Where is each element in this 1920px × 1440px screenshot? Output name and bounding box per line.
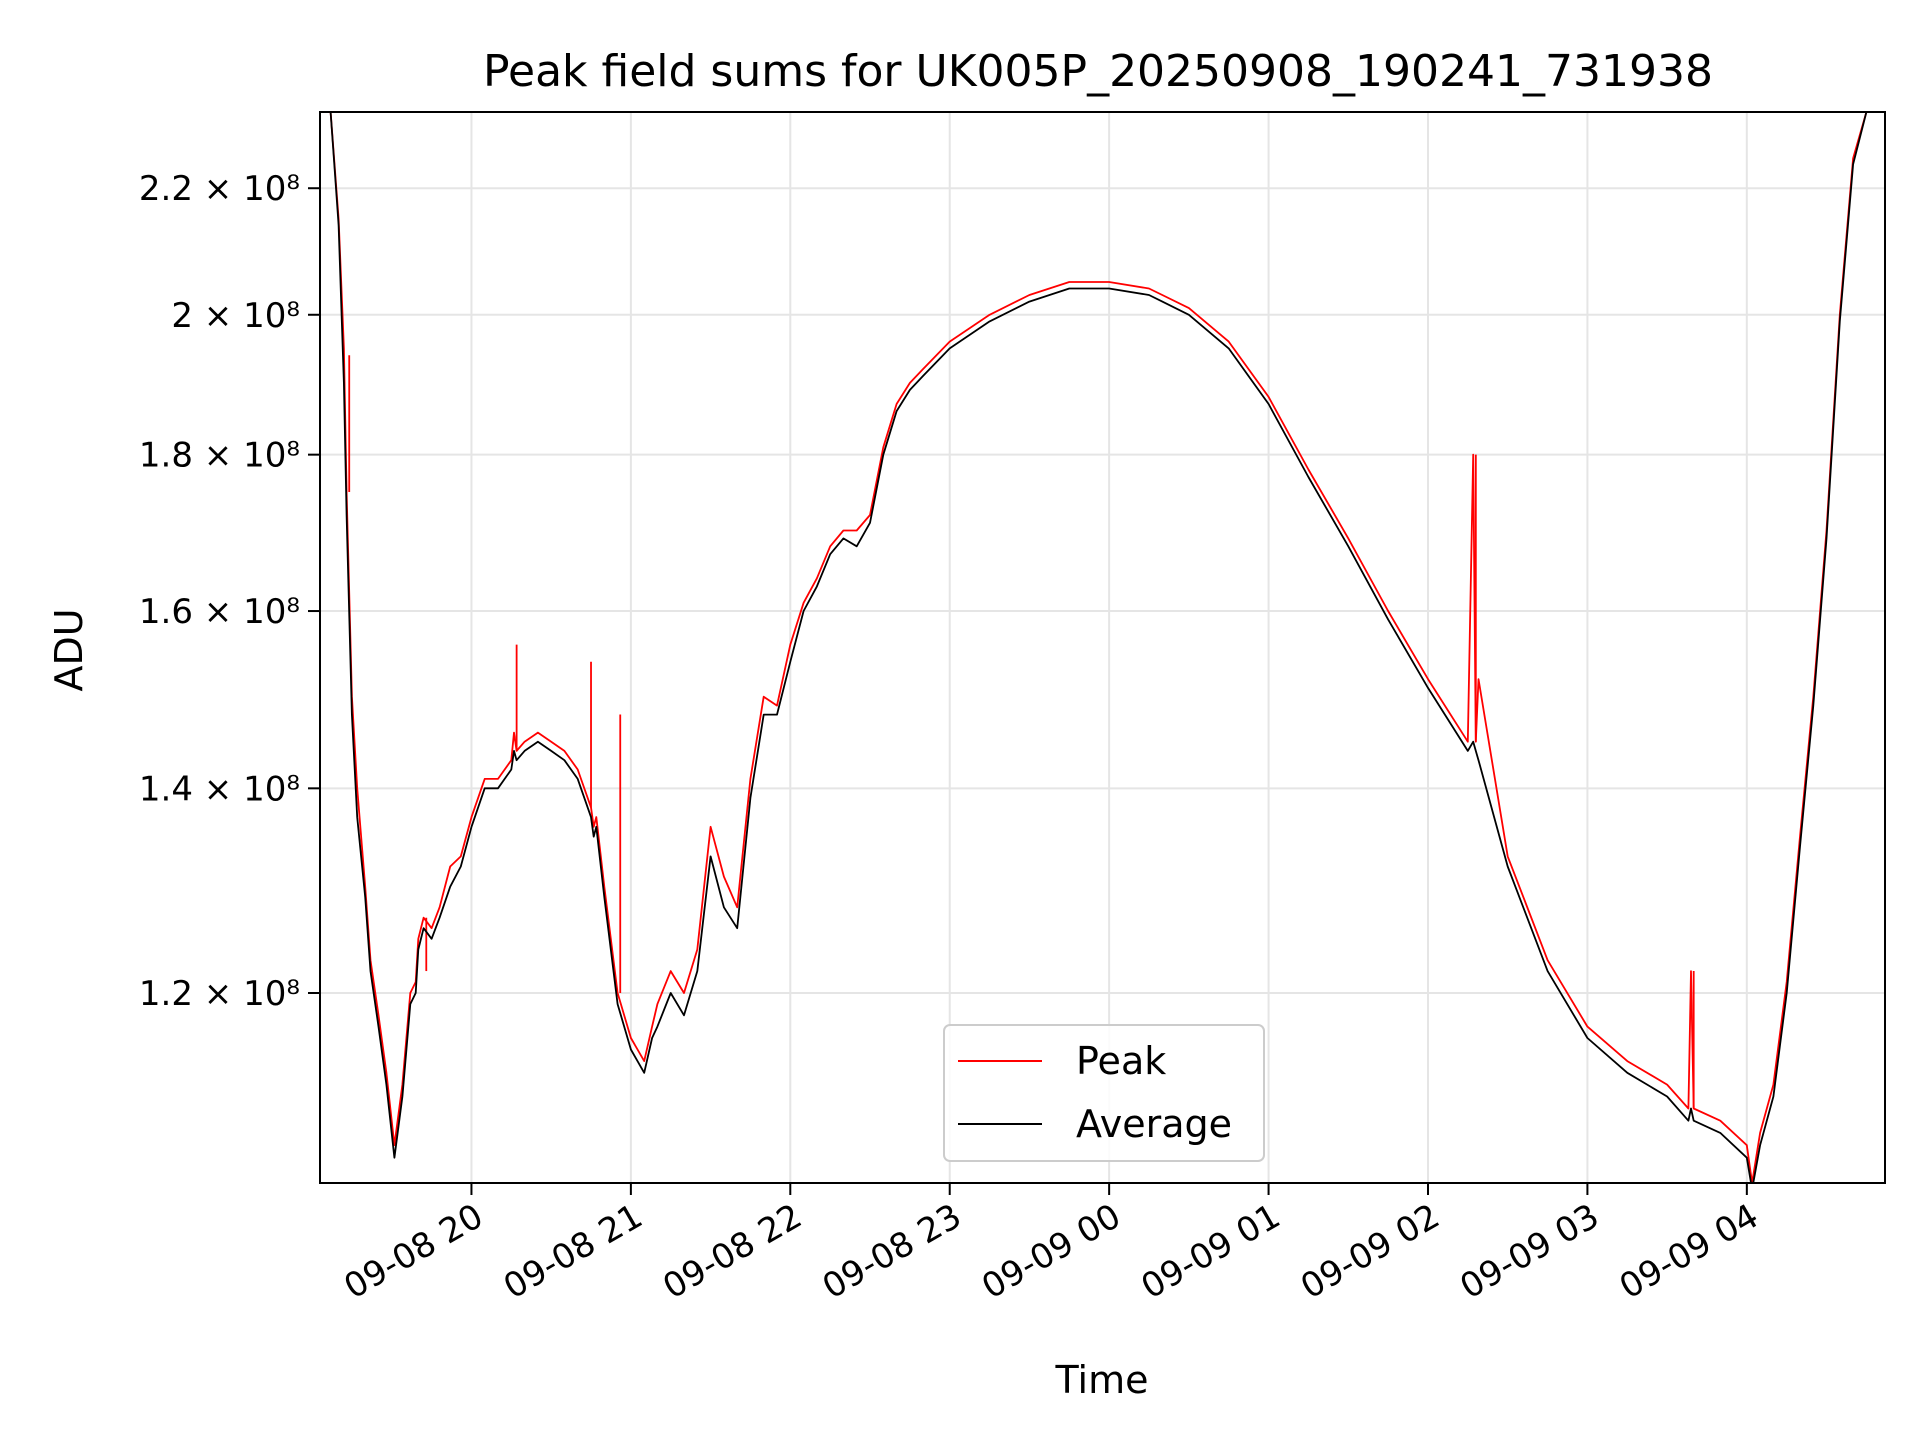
y-tick-label: 1.4 × 10⁸ <box>139 769 300 809</box>
legend-box <box>943 1024 1265 1162</box>
legend-label-average: Average <box>1076 1102 1232 1146</box>
x-axis-label: Time <box>1055 1358 1149 1402</box>
y-axis-label: ADU <box>47 608 91 691</box>
y-tick-label: 1.2 × 10⁸ <box>139 974 300 1014</box>
plot-frame <box>319 111 1886 1184</box>
series-layer <box>322 112 1883 1183</box>
series-line-average <box>322 112 1883 1183</box>
legend: Peak Average <box>943 1024 1265 1162</box>
y-tick-label: 1.8 × 10⁸ <box>139 436 300 476</box>
legend-label-peak: Peak <box>1076 1039 1166 1083</box>
series-line-peak <box>322 112 1883 1183</box>
chart-title: Peak field sums for UK005P_20250908_1902… <box>483 46 1713 97</box>
y-tick-label: 1.6 × 10⁸ <box>139 592 300 632</box>
y-tick-label: 2.2 × 10⁸ <box>139 169 300 209</box>
grid <box>320 112 1885 1183</box>
y-tick-label: 2 × 10⁸ <box>171 296 300 336</box>
